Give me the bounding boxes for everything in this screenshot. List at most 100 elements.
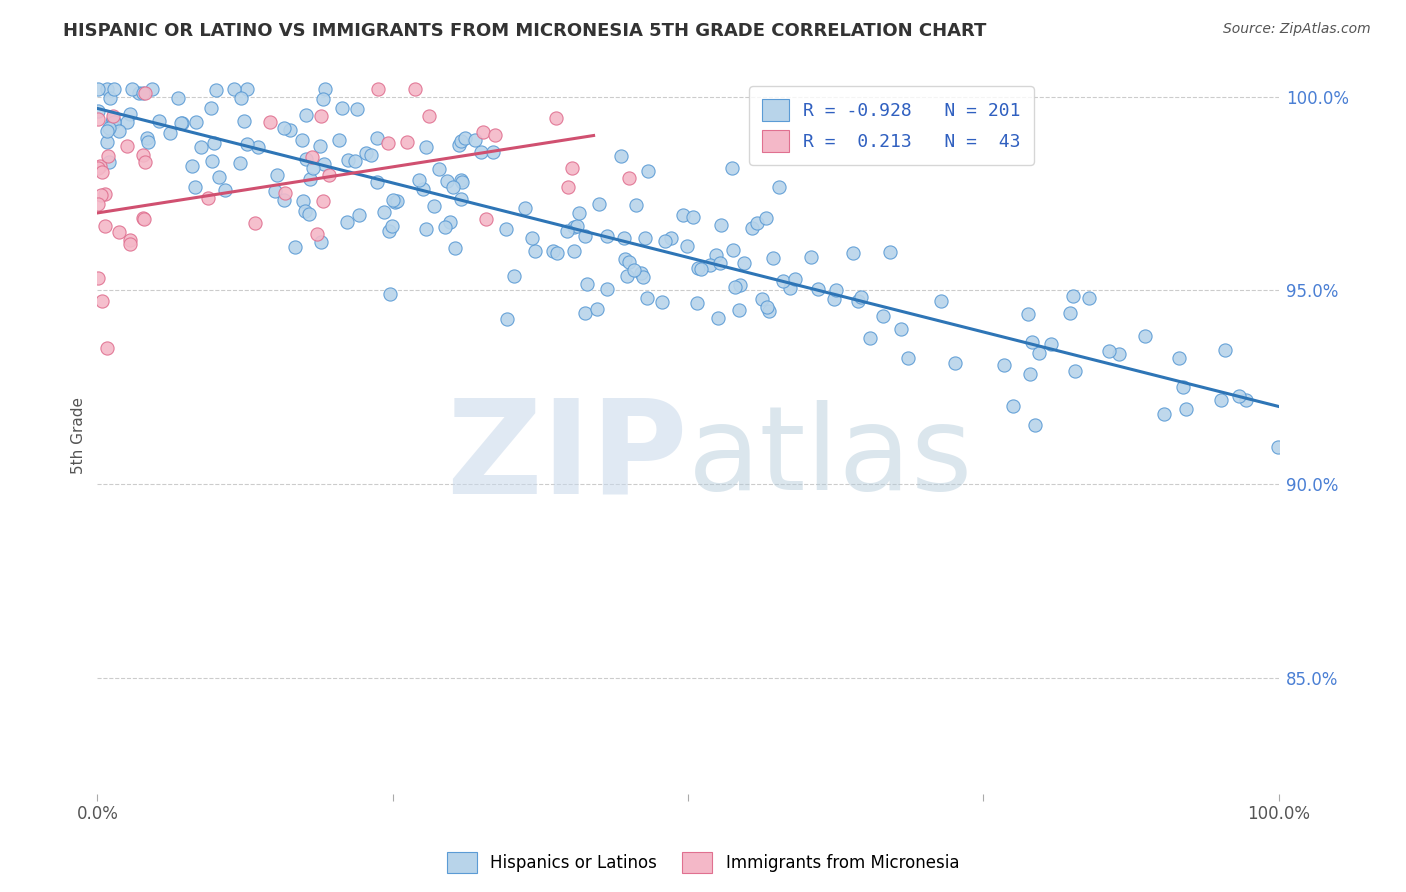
Point <box>654 234 676 248</box>
Legend: Hispanics or Latinos, Immigrants from Micronesia: Hispanics or Latinos, Immigrants from Mi… <box>440 846 966 880</box>
Point <box>87 270 110 285</box>
Point <box>229 155 252 169</box>
Point <box>312 92 335 106</box>
Point <box>707 311 730 326</box>
Point <box>408 172 430 186</box>
Point <box>128 86 150 100</box>
Point <box>568 206 591 220</box>
Point <box>849 290 872 304</box>
Point <box>688 261 710 276</box>
Point <box>434 220 457 235</box>
Point <box>1215 343 1237 357</box>
Point <box>436 174 458 188</box>
Point <box>1133 329 1156 343</box>
Point <box>309 109 332 123</box>
Point <box>772 273 794 287</box>
Point <box>204 136 226 150</box>
Point <box>378 287 401 301</box>
Point <box>470 145 492 160</box>
Point <box>617 170 640 185</box>
Point <box>495 221 517 235</box>
Point <box>724 279 747 293</box>
Point <box>214 183 236 197</box>
Point <box>377 224 399 238</box>
Point <box>720 161 742 176</box>
Point <box>336 153 359 168</box>
Point <box>943 356 966 370</box>
Point <box>613 252 636 266</box>
Point <box>412 182 434 196</box>
Point <box>1064 364 1087 378</box>
Point <box>846 293 869 308</box>
Point <box>513 202 536 216</box>
Point <box>236 136 259 151</box>
Point <box>484 128 506 142</box>
Point <box>418 110 440 124</box>
Point <box>205 83 228 97</box>
Point <box>624 198 647 212</box>
Point <box>273 194 295 208</box>
Point <box>134 86 156 100</box>
Point <box>709 255 731 269</box>
Point <box>659 230 682 244</box>
Point <box>295 152 318 166</box>
Point <box>298 207 321 221</box>
Point <box>266 168 288 182</box>
Point <box>307 227 329 241</box>
Point <box>222 82 245 96</box>
Point <box>616 268 638 283</box>
Point <box>755 211 778 225</box>
Point <box>745 216 768 230</box>
Text: atlas: atlas <box>688 400 973 515</box>
Point <box>690 261 713 276</box>
Point <box>278 123 301 137</box>
Point <box>672 208 695 222</box>
Point <box>634 231 657 245</box>
Point <box>704 247 727 261</box>
Point <box>631 270 654 285</box>
Point <box>423 199 446 213</box>
Point <box>120 233 142 247</box>
Point <box>449 138 471 153</box>
Point <box>121 82 143 96</box>
Point <box>1227 389 1250 403</box>
Point <box>108 124 131 138</box>
Point <box>180 160 202 174</box>
Point <box>879 245 901 260</box>
Point <box>87 112 110 127</box>
Point <box>1108 346 1130 360</box>
Point <box>115 115 138 129</box>
Point <box>298 171 321 186</box>
Point <box>450 134 472 148</box>
Point <box>148 114 170 128</box>
Point <box>312 194 335 208</box>
Point <box>741 221 763 235</box>
Point <box>201 153 224 168</box>
Point <box>1209 392 1232 407</box>
Point <box>630 266 652 280</box>
Point <box>120 106 142 120</box>
Point <box>450 173 472 187</box>
Point <box>366 175 388 189</box>
Point <box>309 235 332 250</box>
Point <box>1059 306 1081 320</box>
Point <box>785 272 807 286</box>
Point <box>98 91 121 105</box>
Point <box>231 91 253 105</box>
Point <box>384 194 406 209</box>
Point <box>159 126 181 140</box>
Point <box>96 82 118 96</box>
Point <box>284 240 307 254</box>
Point <box>841 246 863 260</box>
Point <box>1002 399 1025 413</box>
Point <box>613 231 636 245</box>
Point <box>503 268 526 283</box>
Point <box>758 304 780 318</box>
Point <box>336 215 359 229</box>
Point <box>86 161 108 175</box>
Point <box>441 179 464 194</box>
Point <box>1171 380 1194 394</box>
Point <box>682 210 704 224</box>
Point <box>381 219 404 234</box>
Point <box>377 136 399 150</box>
